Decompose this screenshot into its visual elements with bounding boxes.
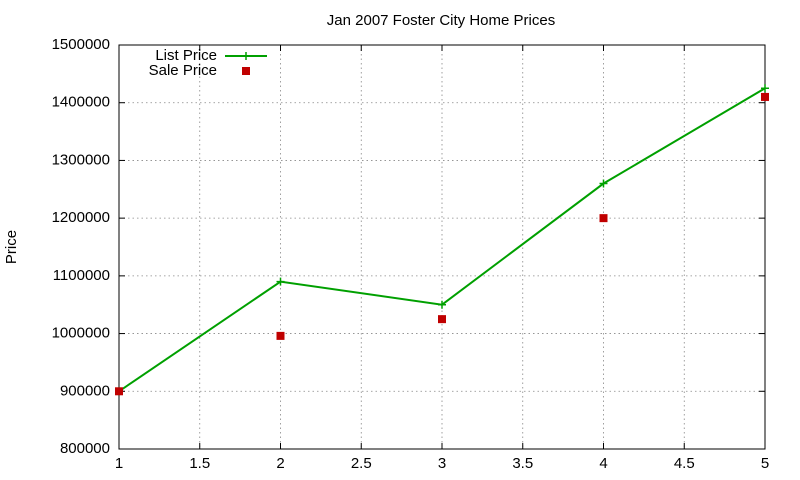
chart-title: Jan 2007 Foster City Home Prices xyxy=(327,12,555,29)
data-point xyxy=(276,277,285,286)
y-tick-label: 1400000 xyxy=(52,94,110,111)
x-tick-label: 2.5 xyxy=(351,455,372,472)
x-tick-label: 2 xyxy=(276,455,284,472)
y-tick-label: 900000 xyxy=(60,382,110,399)
y-tick-label: 1300000 xyxy=(52,151,110,168)
data-point xyxy=(438,315,446,324)
y-tick-label: 1100000 xyxy=(53,267,110,284)
legend-label: List Price xyxy=(155,47,217,64)
y-axis-label: Price xyxy=(3,230,20,264)
legend-label: Sale Price xyxy=(149,62,217,79)
y-tick-label: 1200000 xyxy=(52,209,110,226)
y-tick-label: 1500000 xyxy=(52,36,110,53)
y-tick-label: 800000 xyxy=(60,440,110,457)
x-tick-label: 1 xyxy=(115,455,123,472)
x-tick-label: 4 xyxy=(599,455,607,472)
plot-frame xyxy=(118,44,766,450)
data-point xyxy=(761,84,769,93)
data-point xyxy=(276,331,285,340)
data-point xyxy=(761,92,769,101)
x-tick-label: 4.5 xyxy=(674,455,695,472)
data-point xyxy=(115,387,123,396)
legend-marker xyxy=(242,67,250,75)
x-tick-label: 5 xyxy=(761,455,769,472)
data-point xyxy=(599,214,608,223)
legend-marker xyxy=(242,52,250,60)
data-point xyxy=(599,179,608,188)
x-tick-label: 3.5 xyxy=(512,455,533,472)
x-tick-label: 1.5 xyxy=(189,455,210,472)
x-tick-label: 3 xyxy=(438,455,446,472)
y-tick-label: 1000000 xyxy=(52,325,110,342)
data-point xyxy=(438,300,446,309)
